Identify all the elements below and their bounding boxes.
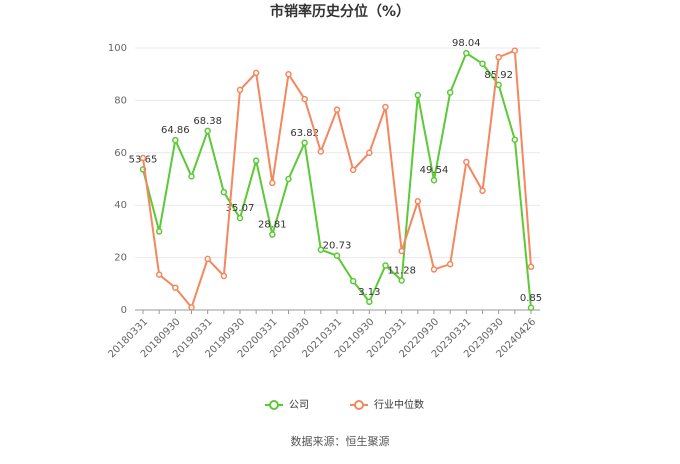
legend-marker <box>354 400 364 410</box>
point <box>398 277 405 284</box>
data-label: 28.81 <box>258 220 287 231</box>
point <box>188 304 195 311</box>
legend-marker <box>269 400 279 410</box>
point <box>366 149 373 157</box>
point <box>252 69 260 77</box>
point <box>511 47 519 54</box>
point <box>188 173 195 180</box>
point <box>220 272 228 280</box>
point <box>511 136 519 143</box>
point <box>155 271 163 278</box>
data-label: 85.92 <box>484 70 513 81</box>
point <box>172 284 179 291</box>
point <box>446 89 454 96</box>
point <box>333 106 341 113</box>
y-tick-label: 40 <box>114 200 127 211</box>
point <box>236 214 244 222</box>
point <box>333 252 341 259</box>
data-label: 0.85 <box>520 293 542 304</box>
point <box>527 263 535 271</box>
point <box>317 246 325 253</box>
point <box>236 86 244 94</box>
legend-label: 公司 <box>289 400 309 411</box>
source-note: 数据来源：恒生聚源 <box>291 434 390 448</box>
point <box>382 262 389 269</box>
point <box>430 176 438 184</box>
point <box>382 103 389 111</box>
data-label: 64.86 <box>161 125 190 136</box>
point <box>414 91 422 99</box>
y-tick-label: 80 <box>114 95 127 106</box>
point <box>349 166 357 174</box>
y-tick-label: 60 <box>114 148 127 159</box>
point <box>527 304 535 312</box>
legend-label: 行业中位数 <box>374 398 424 411</box>
point <box>349 277 357 285</box>
point <box>285 175 292 183</box>
data-label: 20.73 <box>323 241 352 252</box>
data-label: 49.54 <box>420 165 449 176</box>
point <box>301 95 308 103</box>
series-line <box>142 51 532 308</box>
data-label: 35.07 <box>226 203 255 214</box>
point <box>139 154 147 162</box>
point <box>479 60 486 67</box>
chart-title: 市销率历史分位（%） <box>270 3 410 20</box>
point <box>204 255 211 263</box>
point <box>285 70 292 78</box>
point <box>398 247 405 255</box>
data-label: 68.38 <box>193 116 222 127</box>
y-tick-label: 20 <box>114 253 127 264</box>
point <box>430 266 438 273</box>
point <box>172 136 179 144</box>
point <box>252 157 260 164</box>
point <box>155 228 163 235</box>
point <box>204 127 211 135</box>
point <box>366 298 373 306</box>
data-label: 98.04 <box>452 38 481 49</box>
point <box>220 188 228 196</box>
point <box>269 231 276 238</box>
point <box>495 53 502 61</box>
point <box>463 49 470 57</box>
y-tick-label: 100 <box>108 43 127 54</box>
point <box>317 148 325 155</box>
point <box>446 260 454 268</box>
point <box>414 198 422 205</box>
data-label: 11.28 <box>387 265 416 276</box>
data-label: 3.13 <box>358 287 380 298</box>
point <box>463 158 470 166</box>
point <box>495 81 502 89</box>
y-tick-label: 0 <box>121 305 127 316</box>
point <box>269 179 276 187</box>
data-label: 63.82 <box>290 128 319 139</box>
point <box>301 139 308 147</box>
point <box>479 187 486 195</box>
series-line <box>142 49 532 310</box>
